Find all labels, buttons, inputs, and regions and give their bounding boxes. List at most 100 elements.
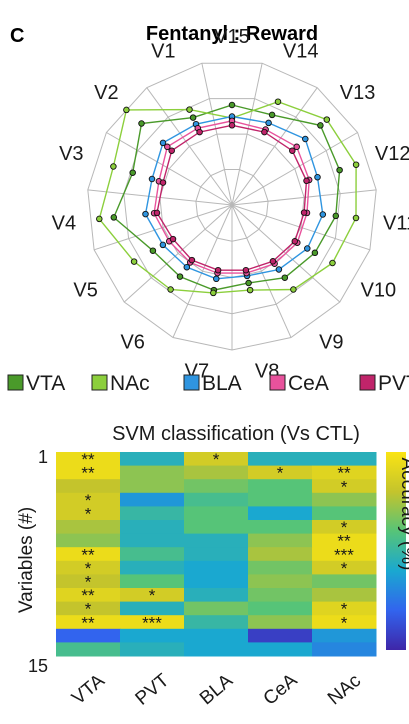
heatmap-cell: [184, 574, 249, 589]
radar-point-nac: [210, 289, 217, 297]
heatmap-significance-star: ***: [334, 545, 354, 564]
heatmap-cell: [312, 492, 377, 507]
heatmap-significance-star: **: [337, 532, 351, 551]
heatmap-cell: [120, 479, 185, 494]
heatmap-cell: [248, 547, 313, 562]
heatmap-cell: [120, 520, 185, 535]
heatmap-x-tick-label: NAc: [324, 670, 365, 709]
heatmap-cell: [184, 547, 249, 562]
radar-spoke: [231, 189, 377, 206]
heatmap-cell: [120, 601, 185, 616]
radar-point-bla: [159, 139, 167, 147]
radar-axis-label: V5: [73, 280, 97, 302]
radar-spoke: [231, 204, 292, 338]
radar-point-pvt: [168, 147, 175, 154]
radar-point-pvt: [169, 235, 177, 243]
heatmap-y-tick-label: 15: [28, 656, 48, 676]
legend-label-nac: NAc: [110, 372, 150, 395]
heatmap-cell: [248, 642, 313, 657]
heatmap-significance-star: *: [341, 559, 348, 578]
radar-point-nac: [246, 286, 254, 294]
heatmap-cell: [312, 615, 377, 630]
radar-point-vta: [110, 214, 118, 221]
heatmap-cell: [312, 506, 377, 521]
radar-point-vta: [332, 212, 340, 220]
radar-point-cea: [164, 143, 171, 151]
heatmap-significance-star: *: [85, 505, 92, 524]
heatmap-cell: [56, 492, 121, 507]
heatmap-cell: [248, 520, 313, 535]
radar-point-pvt: [289, 147, 296, 154]
heatmap-x-tick-label: PVT: [132, 670, 174, 710]
legend-swatch-nac: [91, 374, 108, 391]
radar-series-line-bla: [144, 115, 324, 280]
heatmap-cell: [184, 492, 249, 507]
radar-point-nac: [274, 98, 282, 105]
heatmap-cell: [312, 601, 377, 616]
radar-point-bla: [319, 211, 327, 218]
radar-point-nac: [110, 163, 117, 170]
radar-point-nac: [186, 106, 193, 113]
heatmap-cell: [120, 547, 185, 562]
radar-point-vta: [138, 120, 145, 127]
radar-axis-label: V11: [383, 213, 409, 235]
radar-point-pvt: [228, 122, 236, 129]
heatmap-cell: [56, 574, 121, 589]
radar-point-pvt: [214, 266, 222, 274]
radar-point-bla: [265, 119, 272, 127]
radar-point-nac: [352, 161, 360, 168]
radar-point-pvt: [300, 209, 308, 216]
radar-point-pvt: [291, 238, 299, 245]
heatmap-y-axis-label: Variables (#): [16, 507, 37, 613]
heatmap-significance-star: **: [81, 545, 95, 564]
colorbar-label: Accuracy (%): [397, 458, 409, 571]
radar-point-nac: [96, 215, 103, 223]
radar-series-line-pvt: [156, 124, 308, 271]
heatmap-cell: [248, 560, 313, 575]
radar-axis-label: V15: [214, 26, 250, 48]
heatmap-cell: [184, 479, 249, 494]
heatmap-cell: [120, 574, 185, 589]
heatmap-cell: [184, 452, 249, 467]
radar-point-pvt: [269, 258, 277, 265]
heatmap-cell: [312, 642, 377, 657]
heatmap-cell: [312, 520, 377, 535]
radar-point-bla: [304, 245, 311, 252]
radar-point-pvt: [153, 209, 161, 217]
heatmap-cell: [120, 588, 185, 603]
radar-point-vta: [189, 114, 197, 121]
heatmap-colorbar: Accuracy (%): [386, 452, 409, 650]
radar-point-bla: [314, 173, 321, 181]
heatmap-significance-star: *: [149, 586, 156, 605]
heatmap-cell: [312, 560, 377, 575]
heatmap-cell: [184, 601, 249, 616]
heatmap-cell: [248, 615, 313, 630]
heatmap-cell: [184, 465, 249, 480]
radar-point-bla: [142, 210, 149, 218]
legend-swatch-bla: [183, 374, 200, 391]
heatmap-cell: [312, 547, 377, 562]
heatmap-significance-star: **: [81, 450, 95, 469]
legend-swatch-cea: [269, 374, 286, 391]
radar-point-nac: [352, 214, 360, 222]
radar-point-vta: [228, 101, 236, 109]
legend-label-vta: VTA: [26, 372, 65, 395]
heatmap-cell: [184, 533, 249, 548]
radar-point-nac: [167, 286, 174, 293]
heatmap-cell: [184, 615, 249, 630]
heatmap-x-tick-label: BLA: [196, 670, 237, 709]
heatmap-cell: [56, 560, 121, 575]
heatmap-cell: [56, 588, 121, 603]
heatmap-cell: [184, 560, 249, 575]
radar-point-bla: [148, 175, 156, 183]
radar-point-pvt: [188, 256, 196, 264]
radar-point-nac: [290, 286, 297, 293]
radar-series-line-nac: [98, 100, 357, 294]
heatmap-cell: [312, 574, 377, 589]
heatmap-cell: [120, 628, 185, 643]
heatmap-x-tick-label: CeA: [260, 670, 302, 710]
heatmap-cell: [248, 479, 313, 494]
radar-axis-label: V9: [319, 332, 343, 354]
legend-label-bla: BLA: [202, 372, 242, 395]
heatmap-significance-star: *: [341, 518, 348, 537]
